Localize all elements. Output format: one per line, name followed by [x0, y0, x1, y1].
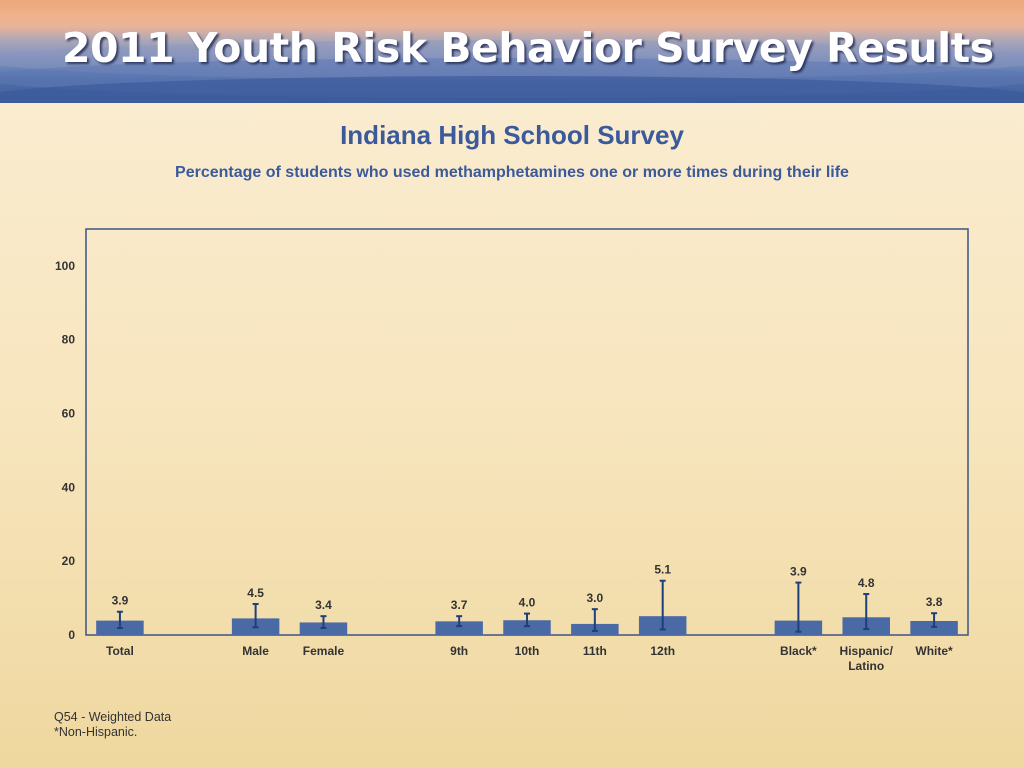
bar — [435, 621, 483, 635]
data-label: 3.7 — [451, 598, 468, 612]
banner-title: 2011 Youth Risk Behavior Survey Results — [62, 24, 994, 72]
x-tick-label: 12th — [650, 644, 675, 658]
x-tick-label: 9th — [450, 644, 468, 658]
data-label: 3.9 — [112, 594, 129, 608]
x-tick-label: 11th — [583, 644, 607, 658]
y-tick-label: 80 — [62, 333, 76, 347]
x-tick-label: Hispanic/ — [840, 644, 894, 658]
x-tick-label: Black* — [780, 644, 817, 658]
x-tick-label: Male — [242, 644, 269, 658]
data-label: 4.0 — [519, 596, 536, 610]
y-tick-label: 0 — [68, 628, 75, 642]
data-label: 3.0 — [587, 591, 604, 605]
y-tick-label: 20 — [62, 554, 76, 568]
header-banner: 2011 Youth Risk Behavior Survey Results — [0, 0, 1024, 103]
data-label: 4.8 — [858, 576, 875, 590]
footnote-nonhispanic: *Non-Hispanic. — [54, 725, 138, 739]
data-label: 4.5 — [247, 586, 264, 600]
chart-title: Indiana High School Survey — [340, 120, 684, 150]
chart-subtitle: Percentage of students who used methamph… — [175, 164, 849, 181]
y-tick-label: 40 — [62, 480, 76, 494]
x-tick-label: Total — [106, 644, 134, 658]
x-tick-label: Female — [303, 644, 345, 658]
data-label: 3.9 — [790, 565, 807, 579]
plot-frame — [85, 228, 969, 636]
bar — [910, 620, 958, 635]
data-label: 3.8 — [926, 595, 943, 609]
bar — [503, 620, 551, 635]
footnote-weighted: Q54 - Weighted Data — [54, 710, 172, 724]
x-tick-label: 10th — [515, 644, 540, 658]
x-tick-label: Latino — [848, 659, 884, 673]
x-tick-label: White* — [915, 644, 953, 658]
y-tick-label: 60 — [62, 407, 76, 421]
data-label: 5.1 — [654, 563, 671, 577]
data-label: 3.4 — [315, 598, 332, 612]
y-tick-label: 100 — [55, 259, 75, 273]
